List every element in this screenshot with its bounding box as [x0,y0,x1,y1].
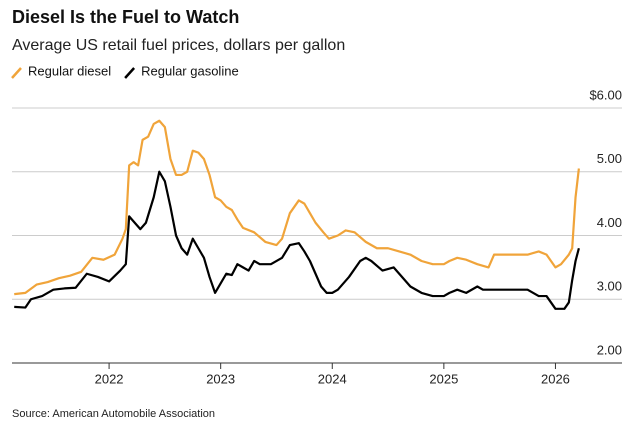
x-tick-label: 2024 [318,371,347,386]
series-line [14,119,580,296]
legend-label: Regular gasoline [141,63,239,78]
y-tick-label: 4.00 [597,215,622,230]
source: Source: American Automobile Association [12,408,215,420]
x-tick-label: 2026 [541,371,570,386]
y-tick-label: 5.00 [597,151,622,166]
x-tick-label: 2023 [206,371,235,386]
chart-title: Diesel Is the Fuel to Watch [12,7,239,27]
y-tick-label: $6.00 [589,87,622,102]
legend-swatch [124,67,136,79]
legend-label: Regular diesel [28,63,111,78]
chart-subtitle: Average US retail fuel prices, dollars p… [12,37,345,54]
series-line [14,170,580,310]
x-tick-label: 2025 [429,371,458,386]
y-tick-label: 3.00 [597,279,622,294]
y-tick-label: 2.00 [597,342,622,357]
legend-swatch [11,67,22,79]
x-tick-label: 2022 [95,371,124,386]
